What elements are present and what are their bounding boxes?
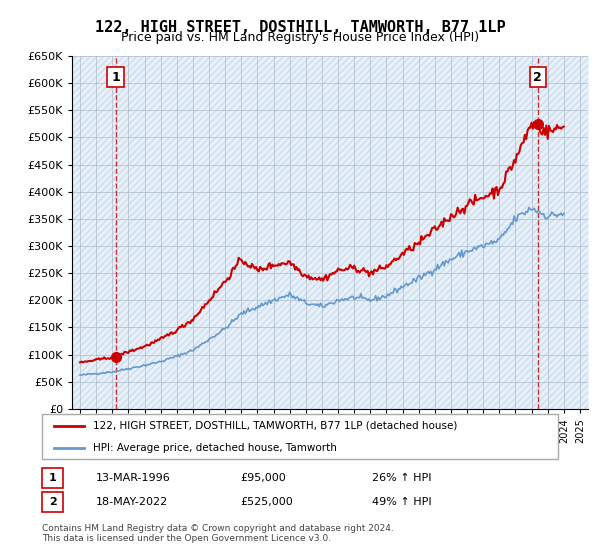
Text: HPI: Average price, detached house, Tamworth: HPI: Average price, detached house, Tamw…	[93, 443, 337, 453]
Text: Contains HM Land Registry data © Crown copyright and database right 2024.
This d: Contains HM Land Registry data © Crown c…	[42, 524, 394, 543]
Text: Price paid vs. HM Land Registry's House Price Index (HPI): Price paid vs. HM Land Registry's House …	[121, 31, 479, 44]
Text: £95,000: £95,000	[240, 473, 286, 483]
Text: 26% ↑ HPI: 26% ↑ HPI	[372, 473, 431, 483]
Text: 18-MAY-2022: 18-MAY-2022	[96, 497, 168, 507]
Text: 1: 1	[111, 71, 120, 83]
Text: 122, HIGH STREET, DOSTHILL, TAMWORTH, B77 1LP: 122, HIGH STREET, DOSTHILL, TAMWORTH, B7…	[95, 20, 505, 35]
Text: 1: 1	[49, 473, 56, 483]
Text: 13-MAR-1996: 13-MAR-1996	[96, 473, 171, 483]
Text: £525,000: £525,000	[240, 497, 293, 507]
Text: 122, HIGH STREET, DOSTHILL, TAMWORTH, B77 1LP (detached house): 122, HIGH STREET, DOSTHILL, TAMWORTH, B7…	[93, 421, 457, 431]
Text: 49% ↑ HPI: 49% ↑ HPI	[372, 497, 431, 507]
Text: 2: 2	[533, 71, 542, 83]
Text: 2: 2	[49, 497, 56, 507]
